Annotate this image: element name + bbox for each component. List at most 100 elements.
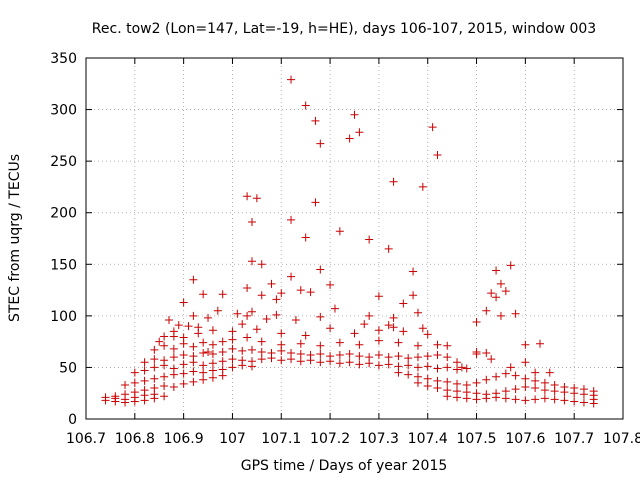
data-point [345, 134, 354, 143]
data-point [492, 372, 501, 381]
data-point [374, 336, 383, 345]
data-point [204, 313, 213, 322]
data-point [482, 348, 491, 357]
data-point [418, 324, 427, 333]
y-axis: 0 50 100 150 200 250 300 350 [50, 51, 623, 428]
x-axis-label: GPS time / Days of year 2015 [241, 458, 448, 474]
data-point [243, 192, 252, 201]
data-point [208, 350, 217, 359]
data-point [443, 353, 452, 362]
data-point [453, 379, 462, 388]
data-point [189, 275, 198, 284]
data-point [306, 288, 315, 297]
data-point [247, 345, 256, 354]
data-points [101, 75, 598, 408]
data-point [472, 395, 481, 404]
data-point [453, 365, 462, 374]
data-point [511, 309, 520, 318]
data-point [179, 379, 188, 388]
data-point [306, 356, 315, 365]
data-point [531, 376, 540, 385]
data-point [453, 358, 462, 367]
data-point [350, 110, 359, 119]
data-point [252, 194, 261, 203]
data-point [160, 381, 169, 390]
data-point [301, 331, 310, 340]
data-point [101, 393, 110, 402]
data-point [140, 391, 149, 400]
data-point [418, 182, 427, 191]
x-tick-label: 107 [219, 431, 246, 447]
data-point [316, 341, 325, 350]
data-point [472, 347, 481, 356]
data-point [121, 395, 130, 404]
data-point [247, 307, 256, 316]
data-point [472, 318, 481, 327]
data-point [433, 351, 442, 360]
data-point [423, 330, 432, 339]
data-point [409, 291, 418, 300]
data-point [536, 339, 545, 348]
data-point [277, 346, 286, 355]
data-point [247, 257, 256, 266]
data-point [413, 341, 422, 350]
data-point [409, 267, 418, 276]
y-tick-label: 200 [50, 206, 77, 222]
data-point [501, 369, 510, 378]
data-point [257, 291, 266, 300]
data-point [511, 371, 520, 380]
data-point [316, 265, 325, 274]
data-point [389, 313, 398, 322]
data-point [482, 394, 491, 403]
data-point [247, 362, 256, 371]
data-point [521, 374, 530, 383]
data-point [589, 395, 598, 404]
data-point [287, 272, 296, 281]
data-point [413, 353, 422, 362]
data-point [579, 390, 588, 399]
data-point [423, 374, 432, 383]
data-point [330, 304, 339, 313]
data-point [179, 351, 188, 360]
data-point [540, 386, 549, 395]
data-point [355, 340, 364, 349]
data-point [384, 360, 393, 369]
data-point [487, 289, 496, 298]
data-point [501, 394, 510, 403]
data-point [111, 394, 120, 403]
data-point [199, 348, 208, 357]
data-point [189, 367, 198, 376]
data-point [160, 392, 169, 401]
data-point [311, 116, 320, 125]
data-point [257, 347, 266, 356]
data-point [272, 310, 281, 319]
data-point [287, 355, 296, 364]
data-point [233, 309, 242, 318]
data-point [394, 368, 403, 377]
data-point [492, 393, 501, 402]
data-point [174, 321, 183, 330]
data-point [501, 387, 510, 396]
data-point [130, 393, 139, 402]
data-point [326, 324, 335, 333]
data-point [228, 363, 237, 372]
data-point [531, 395, 540, 404]
data-point [404, 361, 413, 370]
data-point [130, 368, 139, 377]
data-point [208, 340, 217, 349]
data-point [199, 338, 208, 347]
data-point [374, 351, 383, 360]
data-point [345, 350, 354, 359]
data-point [521, 383, 530, 392]
data-point [496, 279, 505, 288]
chart-title: Rec. tow2 (Lon=147, Lat=-19, h=HE), days… [92, 21, 596, 37]
data-point [374, 361, 383, 370]
data-point [540, 394, 549, 403]
data-point [204, 347, 213, 356]
x-tick-label: 107.7 [554, 431, 594, 447]
data-point [545, 368, 554, 377]
plot-frame [85, 57, 624, 420]
data-point [169, 370, 178, 379]
data-point [399, 299, 408, 308]
